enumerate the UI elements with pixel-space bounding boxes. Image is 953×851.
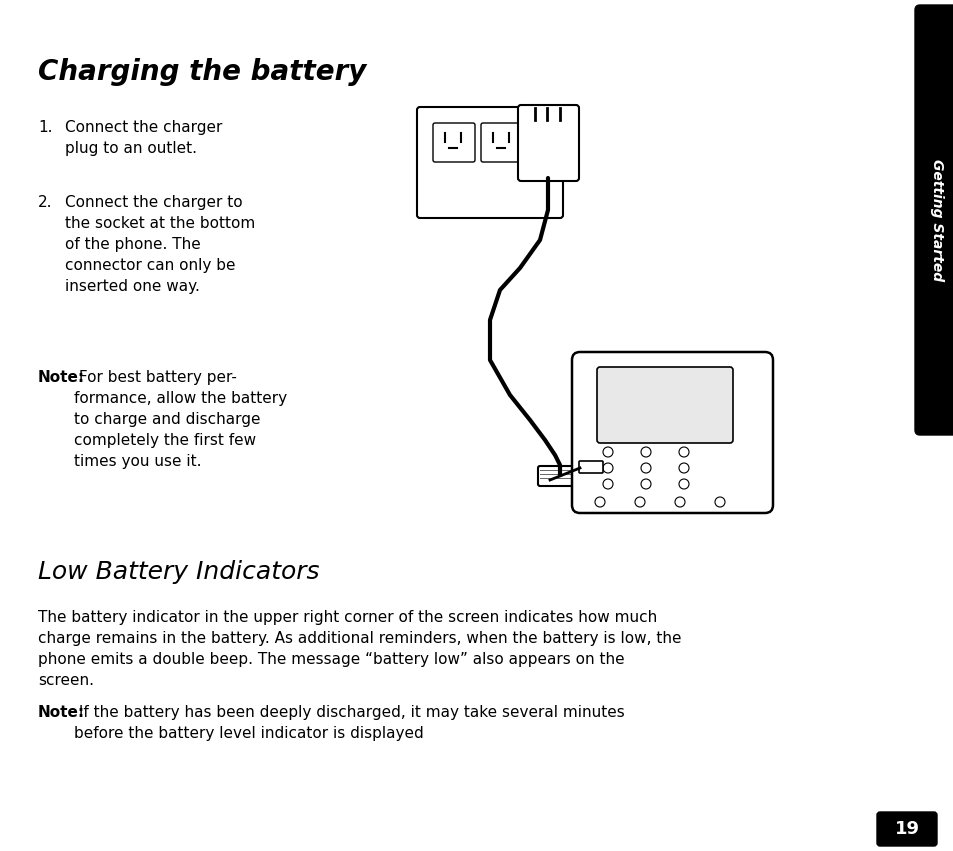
Text: 1.: 1.: [38, 120, 52, 135]
FancyBboxPatch shape: [433, 123, 475, 162]
Circle shape: [602, 463, 613, 473]
Circle shape: [602, 447, 613, 457]
Text: For best battery per-
formance, allow the battery
to charge and discharge
comple: For best battery per- formance, allow th…: [74, 370, 287, 469]
Circle shape: [635, 497, 644, 507]
Circle shape: [595, 497, 604, 507]
FancyBboxPatch shape: [517, 105, 578, 181]
Text: Low Battery Indicators: Low Battery Indicators: [38, 560, 319, 584]
Text: If the battery has been deeply discharged, it may take several minutes
before th: If the battery has been deeply discharge…: [74, 705, 624, 741]
FancyBboxPatch shape: [876, 812, 936, 846]
Text: Getting Started: Getting Started: [929, 159, 943, 281]
Circle shape: [640, 463, 650, 473]
Text: 2.: 2.: [38, 195, 52, 210]
Circle shape: [679, 463, 688, 473]
FancyBboxPatch shape: [572, 352, 772, 513]
Circle shape: [714, 497, 724, 507]
FancyBboxPatch shape: [416, 107, 562, 218]
FancyBboxPatch shape: [537, 466, 574, 486]
FancyBboxPatch shape: [578, 461, 602, 473]
Circle shape: [640, 479, 650, 489]
FancyBboxPatch shape: [914, 5, 953, 435]
Text: Connect the charger to
the socket at the bottom
of the phone. The
connector can : Connect the charger to the socket at the…: [65, 195, 255, 294]
FancyBboxPatch shape: [597, 367, 732, 443]
Text: Charging the battery: Charging the battery: [38, 58, 366, 86]
Text: Note:: Note:: [38, 370, 85, 385]
Circle shape: [675, 497, 684, 507]
Text: Note:: Note:: [38, 705, 85, 720]
Circle shape: [679, 479, 688, 489]
Text: The battery indicator in the upper right corner of the screen indicates how much: The battery indicator in the upper right…: [38, 610, 680, 688]
Text: Connect the charger
plug to an outlet.: Connect the charger plug to an outlet.: [65, 120, 222, 156]
Circle shape: [640, 447, 650, 457]
FancyBboxPatch shape: [480, 123, 522, 162]
Circle shape: [679, 447, 688, 457]
Circle shape: [602, 479, 613, 489]
Text: 19: 19: [894, 820, 919, 838]
